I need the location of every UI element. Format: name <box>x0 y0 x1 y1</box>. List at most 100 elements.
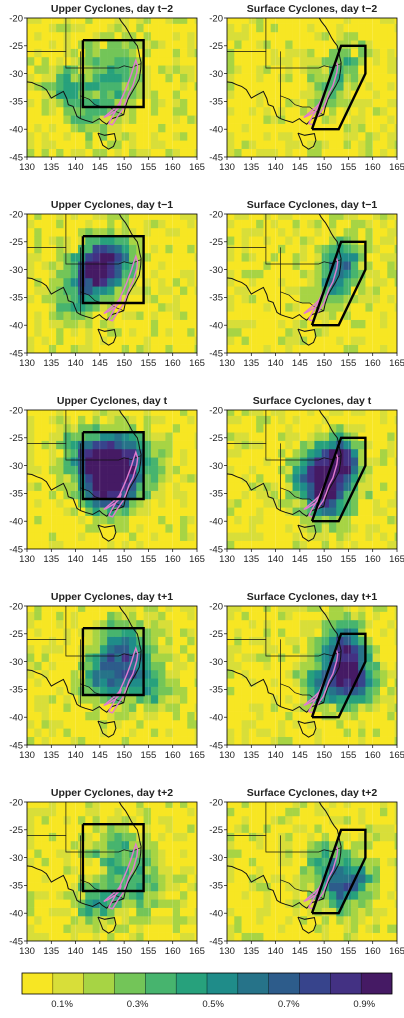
heat-cell <box>292 882 301 892</box>
heat-cell <box>394 23 397 33</box>
heat-cell <box>70 440 79 450</box>
heat-cell <box>372 277 381 287</box>
heat-cell <box>41 606 50 612</box>
heat-cell <box>85 815 93 825</box>
x-tick-label: 135 <box>243 162 259 173</box>
x-tick-label: 145 <box>92 946 108 957</box>
heat-cell <box>372 857 381 867</box>
heat-cell <box>99 123 108 133</box>
heat-cell <box>194 678 197 687</box>
heat-cell <box>336 532 344 541</box>
heat-cell <box>56 840 64 850</box>
heat-cell <box>56 73 64 83</box>
range-contour <box>103 100 122 119</box>
heat-cell <box>92 457 101 466</box>
x-tick-label: 145 <box>292 162 308 173</box>
y-tick-label: -20 <box>209 209 223 220</box>
heat-cell <box>263 269 272 279</box>
heat-cell <box>278 736 286 745</box>
heat-cell <box>150 115 159 124</box>
heat-cell <box>394 252 397 262</box>
heat-cell <box>343 98 352 108</box>
heat-cell <box>172 678 181 687</box>
heat-cell <box>380 532 388 541</box>
heat-cell <box>70 286 79 295</box>
heat-cell <box>56 219 64 229</box>
heat-cell <box>41 490 50 500</box>
heat-cell <box>41 131 50 141</box>
heat-cell <box>63 865 72 875</box>
panel-title: Surface Cyclones, day t <box>253 395 372 407</box>
heat-cell <box>241 115 250 124</box>
heat-cell <box>70 244 79 254</box>
heat-cell <box>248 457 257 466</box>
heat-cell <box>180 336 188 345</box>
heat-cell <box>180 236 188 245</box>
heat-cell <box>158 815 166 825</box>
heat-cell <box>187 802 195 808</box>
heat-cell <box>343 23 352 33</box>
heat-cell <box>70 636 79 646</box>
heat-cell <box>241 90 250 99</box>
heat-cell <box>314 907 323 917</box>
heat-cell <box>278 694 286 704</box>
heat-cell <box>321 678 330 687</box>
heat-cell <box>41 907 50 917</box>
heat-cell <box>387 23 395 33</box>
heat-cell <box>329 73 337 83</box>
panel-title: Surface Cyclones, day t+2 <box>247 787 378 799</box>
heat-cell <box>248 636 257 646</box>
heat-cell <box>158 669 166 679</box>
heat-cell <box>263 277 272 287</box>
heat-cell <box>307 882 315 892</box>
heat-cell <box>234 48 242 58</box>
heat-cell <box>234 65 242 74</box>
heat-cell <box>307 40 315 49</box>
heat-cell <box>285 457 293 466</box>
heat-cell <box>365 90 374 99</box>
heat-cell <box>56 18 64 24</box>
heat-cell <box>48 532 57 541</box>
x-tick-label: 135 <box>243 750 259 761</box>
heat-cell <box>172 694 181 704</box>
heat-cell <box>99 227 108 237</box>
heat-cell <box>380 73 388 83</box>
heat-cell <box>34 269 42 279</box>
heat-cell <box>143 344 152 353</box>
heat-cell <box>34 448 42 458</box>
heat-cell <box>48 661 57 671</box>
heat-cell <box>27 115 35 124</box>
x-tick-label: 130 <box>219 750 235 761</box>
heat-cell <box>270 832 279 842</box>
heat-cell <box>234 807 242 817</box>
heat-cell <box>34 123 42 133</box>
heat-cell <box>350 628 359 637</box>
heat-cell <box>107 90 115 99</box>
heat-cell <box>285 532 293 541</box>
heat-cell <box>150 31 159 41</box>
heat-cell <box>358 56 366 66</box>
heat-cell <box>270 457 279 466</box>
heat-cell <box>180 686 188 696</box>
heat-cell <box>165 302 174 312</box>
heat-cell <box>380 728 388 737</box>
heat-cell <box>158 48 166 58</box>
heat-cell <box>321 532 330 541</box>
heat-cell <box>256 319 264 329</box>
heat-cell <box>34 882 42 892</box>
heat-cell <box>394 832 397 842</box>
heat-cell <box>263 473 272 483</box>
heat-cell <box>365 56 374 66</box>
heat-cell <box>129 18 137 24</box>
heat-cell <box>234 90 242 99</box>
heat-cell <box>70 832 79 842</box>
heat-cell <box>350 857 359 867</box>
heat-cell <box>41 523 50 533</box>
heat-cell <box>27 653 35 662</box>
heat-cell <box>172 611 181 621</box>
heat-cell <box>350 490 359 500</box>
heat-cell <box>380 319 388 329</box>
heat-cell <box>270 728 279 737</box>
heat-cell <box>99 932 108 941</box>
heat-cell <box>114 507 123 516</box>
